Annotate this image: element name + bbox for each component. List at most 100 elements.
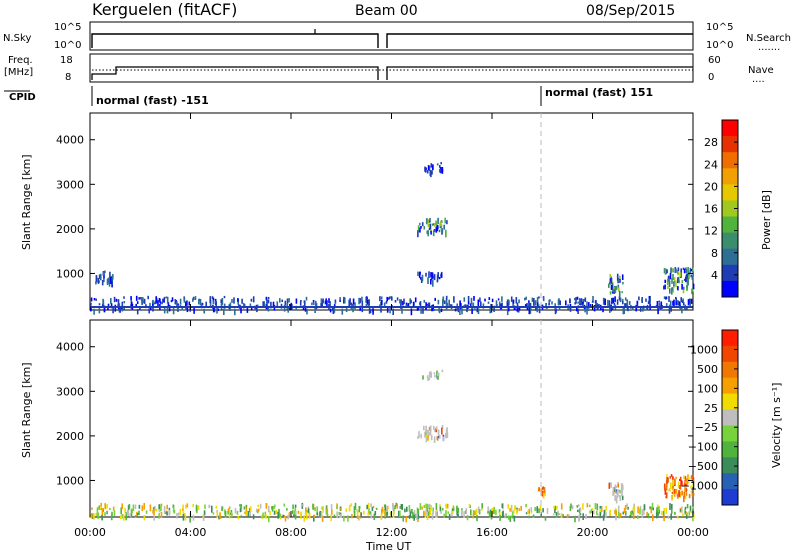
echo-cell xyxy=(682,267,685,270)
echo-cell xyxy=(657,504,659,507)
nave-legend-marker: .... xyxy=(752,74,765,85)
echo-cell xyxy=(426,375,429,379)
echo-cell xyxy=(632,510,634,514)
echo-cell xyxy=(424,431,426,438)
echo-cell xyxy=(582,503,584,510)
echo-cell xyxy=(418,431,420,438)
echo-cell xyxy=(244,511,246,514)
echo-cell xyxy=(686,479,689,485)
echo-cell xyxy=(636,301,639,309)
echo-cell xyxy=(428,165,431,171)
echo-cell xyxy=(212,306,215,313)
echo-cell xyxy=(98,306,101,314)
echo-cell xyxy=(578,508,581,514)
colorbar-swatch xyxy=(722,200,738,218)
echo-cell xyxy=(682,286,685,290)
echo-cell xyxy=(430,163,433,168)
echo-cell xyxy=(216,306,218,314)
echo-cell xyxy=(158,513,160,519)
echo-cell xyxy=(326,513,329,516)
echo-cell xyxy=(257,508,260,512)
echo-cell xyxy=(322,298,324,304)
echo-cell xyxy=(470,509,472,516)
colorbar-tick-label: 8 xyxy=(711,247,718,260)
echo-cell xyxy=(380,296,383,300)
echo-cell xyxy=(643,504,646,511)
echo-cell xyxy=(569,299,571,304)
freq-tick-top: 18 xyxy=(60,55,73,66)
echo-cell xyxy=(687,299,690,306)
power-panel: 1000 2000 3000 4000 Slant Range [km] xyxy=(20,112,695,316)
echo-cell xyxy=(647,513,650,519)
echo-cell xyxy=(208,504,210,509)
echo-cell xyxy=(157,300,159,307)
echo-cell xyxy=(293,514,295,518)
colorbar-swatch xyxy=(722,377,738,395)
echo-cell xyxy=(617,505,620,513)
echo-cell xyxy=(461,308,463,315)
echo-cell xyxy=(229,302,232,309)
echo-cell xyxy=(446,503,449,509)
echo-cell xyxy=(689,505,692,512)
echo-cell xyxy=(647,301,650,304)
echo-cell xyxy=(201,302,204,306)
echo-cell xyxy=(428,377,431,380)
echo-cell xyxy=(374,511,377,516)
station-title: Kerguelen (fitACF) xyxy=(92,0,237,19)
echo-cell xyxy=(237,515,240,520)
colorbar-swatch xyxy=(722,473,738,490)
echo-cell xyxy=(434,374,436,378)
echo-cell xyxy=(453,296,455,303)
echo-cell xyxy=(107,279,110,284)
echo-cell xyxy=(445,436,447,439)
echo-cell xyxy=(240,504,242,508)
echo-cell xyxy=(643,305,645,311)
echo-cell xyxy=(690,510,692,514)
echo-cell xyxy=(652,514,654,522)
echo-cell xyxy=(198,300,200,305)
echo-cell xyxy=(326,300,328,308)
echo-cell xyxy=(436,163,439,166)
echo-cell xyxy=(386,296,388,302)
echo-cell xyxy=(624,297,627,301)
echo-cell xyxy=(628,301,631,305)
echo-cell xyxy=(664,488,667,495)
echo-cell xyxy=(135,295,138,301)
echo-cell xyxy=(435,227,438,233)
echo-cell xyxy=(567,514,570,517)
colorbar-swatch xyxy=(722,280,738,298)
echo-cell xyxy=(257,509,259,514)
echo-cell xyxy=(679,302,681,306)
echo-cell xyxy=(372,505,375,508)
echo-cell xyxy=(435,427,438,433)
echo-cell xyxy=(649,506,651,510)
echo-cell xyxy=(440,308,443,312)
echo-cell xyxy=(417,271,419,277)
echo-cell xyxy=(685,487,687,492)
echo-cell xyxy=(98,274,101,279)
echo-cell xyxy=(656,512,658,519)
echo-cell xyxy=(195,504,198,512)
echo-cell xyxy=(121,301,124,307)
echo-cell xyxy=(610,284,613,290)
colorbar-swatch xyxy=(722,232,738,250)
echo-cell xyxy=(443,226,445,230)
echo-cell xyxy=(591,508,594,511)
echo-cell xyxy=(432,280,434,287)
echo-cell xyxy=(101,514,103,521)
echo-cell xyxy=(186,300,188,306)
echo-cell xyxy=(671,495,673,501)
echo-cell xyxy=(490,303,492,308)
echo-cell xyxy=(217,308,219,311)
echo-cell xyxy=(557,510,559,516)
echo-cell xyxy=(586,308,588,315)
echo-cell xyxy=(155,300,158,304)
echo-cell xyxy=(220,299,222,303)
echo-cell xyxy=(358,506,361,513)
colorbar-swatch xyxy=(722,441,738,458)
echo-cell xyxy=(618,296,621,300)
echo-cell xyxy=(353,506,356,513)
echo-cell xyxy=(417,508,419,515)
echo-cell xyxy=(554,506,556,513)
